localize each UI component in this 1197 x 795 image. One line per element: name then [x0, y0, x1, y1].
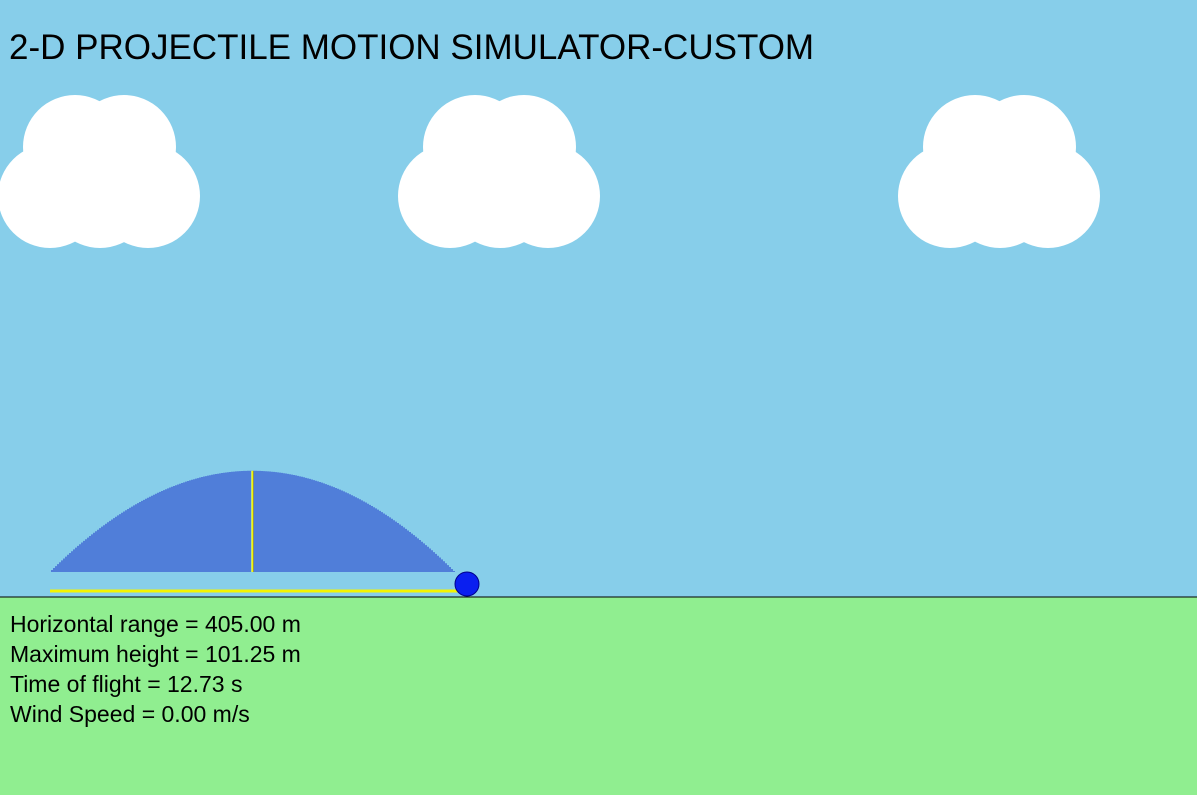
results-panel: Horizontal range = 405.00 m Maximum heig… — [10, 609, 301, 729]
time-of-flight-readout: Time of flight = 12.73 s — [10, 671, 243, 697]
trajectory-trail — [51, 470, 455, 572]
wind-speed-readout: Wind Speed = 0.00 m/s — [10, 701, 250, 727]
cloud-icon — [0, 95, 200, 248]
maximum-height-readout: Maximum height = 101.25 m — [10, 641, 301, 667]
cloud-icon — [898, 95, 1100, 248]
cloud-icon — [398, 95, 600, 248]
ball-icon — [454, 571, 480, 597]
ground — [0, 597, 1197, 795]
horizontal-range-readout: Horizontal range = 405.00 m — [10, 611, 301, 637]
page-title: 2-D PROJECTILE MOTION SIMULATOR-CUSTOM — [9, 28, 815, 67]
